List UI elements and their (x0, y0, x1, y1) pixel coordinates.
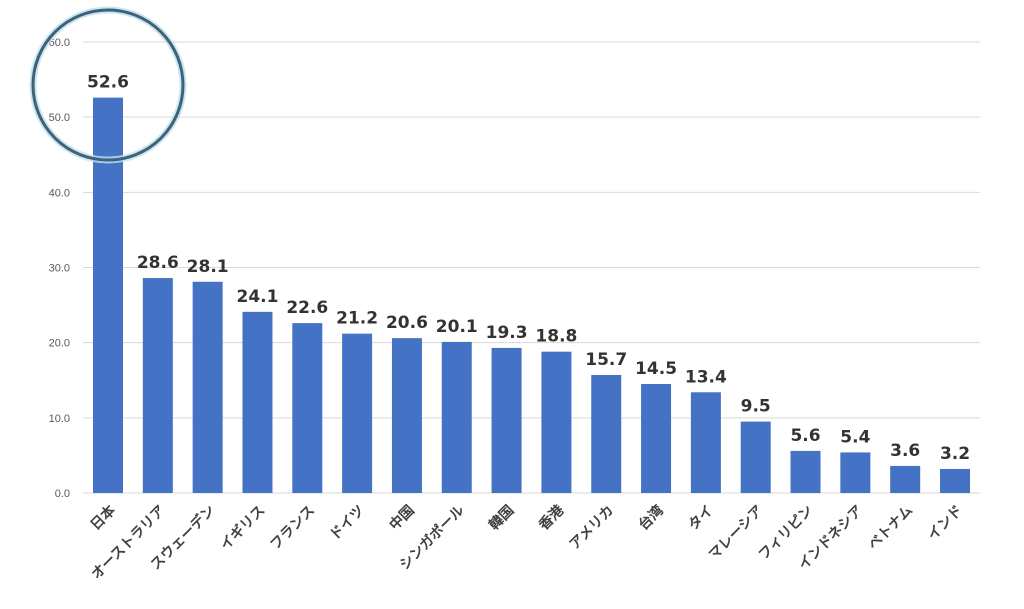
bar (441, 341, 472, 493)
category-label: アメリカ (567, 503, 617, 553)
bar (790, 450, 821, 493)
bar (93, 97, 123, 493)
bar (740, 421, 771, 493)
data-label: 28.6 (137, 253, 179, 273)
bar (641, 384, 672, 493)
data-label: 15.7 (585, 350, 627, 370)
bar (292, 323, 323, 493)
data-label: 14.5 (635, 359, 677, 379)
category-label: 台湾 (635, 502, 667, 534)
data-label: 52.6 (87, 73, 129, 93)
y-tick-label: 10.0 (49, 413, 70, 425)
y-tick-label: 0.0 (55, 488, 70, 500)
y-tick-label: 50.0 (49, 112, 70, 124)
category-label: フランス (267, 503, 318, 554)
data-label: 5.6 (790, 426, 820, 446)
category-label: イギリス (217, 502, 269, 554)
bar (840, 452, 871, 493)
bar (690, 392, 721, 493)
category-label: 中国 (386, 502, 418, 534)
y-tick-label: 20.0 (49, 338, 70, 350)
data-label: 20.1 (436, 317, 478, 337)
bar (391, 338, 422, 493)
y-tick-label: 40.0 (49, 187, 70, 199)
y-tick-label: 30.0 (49, 263, 70, 275)
data-label: 22.6 (286, 298, 328, 318)
category-label: タイ (686, 503, 717, 534)
data-label: 5.4 (840, 427, 870, 447)
data-label: 3.6 (890, 441, 920, 461)
highlight-circle (31, 8, 185, 162)
bar (940, 468, 970, 493)
bar (192, 281, 223, 493)
y-tick-label: 60.0 (49, 37, 70, 49)
data-label: 20.6 (386, 313, 428, 333)
data-label: 19.3 (486, 323, 528, 343)
bar (890, 465, 921, 493)
category-label: 日本 (87, 501, 120, 534)
bar (142, 278, 173, 493)
data-label: 9.5 (741, 397, 771, 417)
bar (591, 374, 622, 493)
bar (491, 347, 522, 493)
category-label: 韓国 (486, 502, 518, 534)
data-label: 21.2 (336, 309, 378, 329)
data-label: 13.4 (685, 367, 727, 387)
category-label: ベトナム (865, 503, 916, 554)
data-label: 3.2 (940, 444, 970, 464)
bar (242, 311, 273, 493)
data-label: 18.8 (535, 327, 577, 347)
data-label: 28.1 (187, 257, 229, 277)
category-label: 香港 (535, 501, 568, 534)
bar (541, 351, 572, 493)
bar (342, 333, 373, 493)
category-label: ドイツ (327, 503, 368, 544)
data-label: 24.1 (236, 287, 278, 307)
category-label: インド (925, 503, 966, 544)
